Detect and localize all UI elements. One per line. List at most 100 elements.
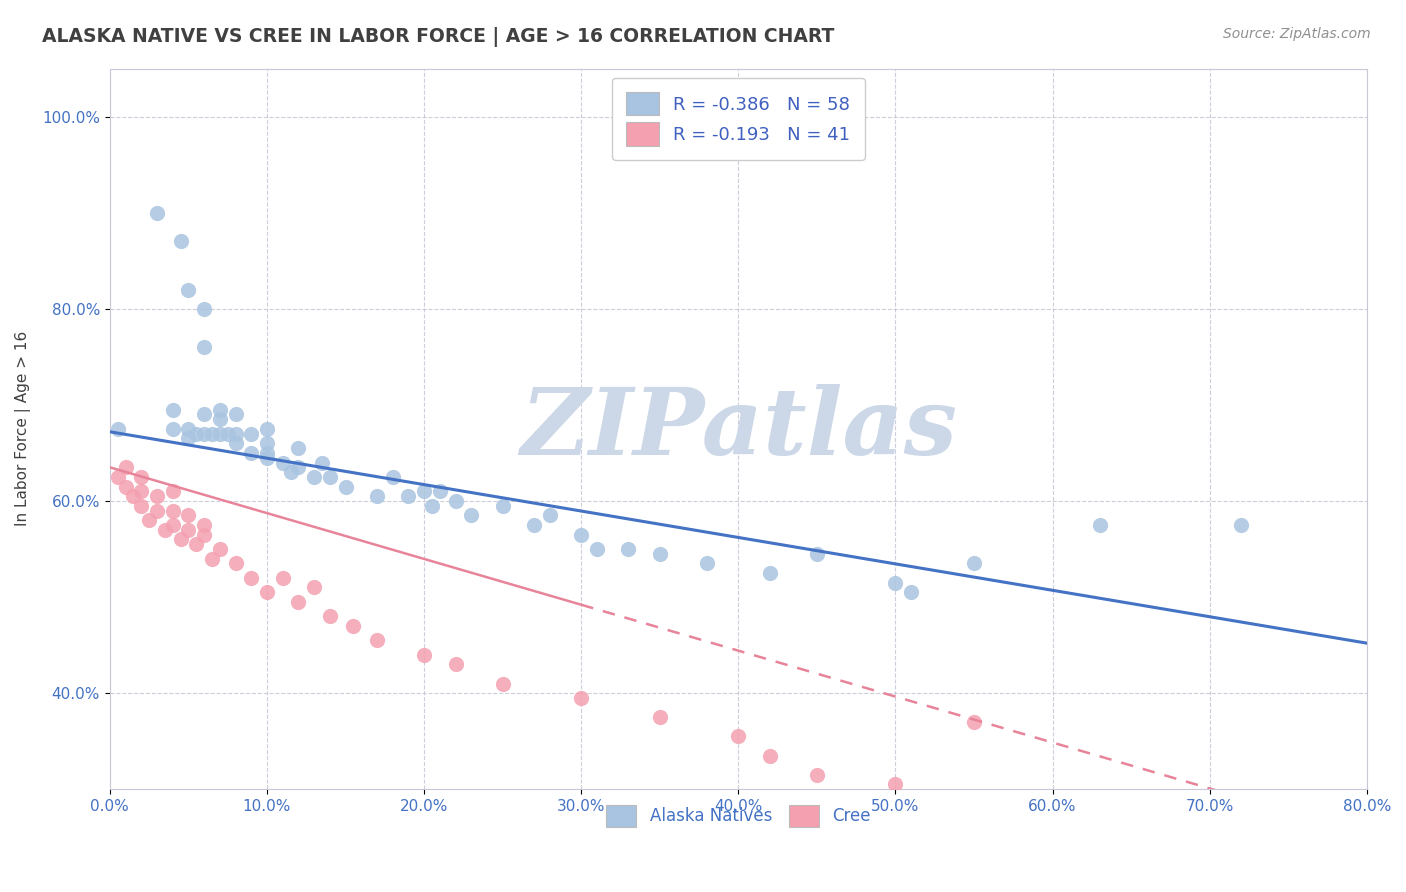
Point: [413, 648, 436, 662]
Point: [280, 465, 302, 479]
Point: [177, 523, 200, 537]
Point: [523, 518, 546, 533]
Point: [302, 581, 325, 595]
Point: [114, 460, 136, 475]
Text: Source: ZipAtlas.com: Source: ZipAtlas.com: [1223, 27, 1371, 41]
Point: [569, 527, 592, 541]
Point: [107, 422, 129, 436]
Point: [208, 426, 231, 441]
Point: [201, 426, 224, 441]
Point: [429, 484, 451, 499]
Point: [884, 777, 907, 791]
Point: [648, 710, 671, 724]
Point: [1230, 518, 1253, 533]
Point: [381, 470, 404, 484]
Point: [186, 537, 208, 551]
Point: [153, 523, 176, 537]
Point: [162, 503, 184, 517]
Point: [201, 551, 224, 566]
Point: [648, 547, 671, 561]
Point: [366, 489, 388, 503]
Point: [491, 499, 513, 513]
Point: [193, 527, 215, 541]
Point: [162, 402, 184, 417]
Point: [208, 412, 231, 426]
Point: [413, 484, 436, 499]
Point: [586, 541, 609, 556]
Point: [444, 657, 467, 672]
Point: [460, 508, 482, 523]
Point: [177, 283, 200, 297]
Point: [302, 470, 325, 484]
Point: [208, 541, 231, 556]
Point: [169, 533, 191, 547]
Point: [208, 402, 231, 417]
Point: [225, 557, 247, 571]
Point: [193, 426, 215, 441]
Point: [240, 446, 263, 460]
Point: [319, 609, 342, 624]
Point: [177, 422, 200, 436]
Point: [617, 541, 640, 556]
Point: [169, 235, 191, 249]
Point: [186, 426, 208, 441]
Point: [1088, 518, 1111, 533]
Point: [758, 748, 780, 763]
Point: [193, 301, 215, 316]
Point: [217, 426, 239, 441]
Point: [114, 479, 136, 493]
Point: [122, 489, 145, 503]
Y-axis label: In Labor Force | Age > 16: In Labor Force | Age > 16: [15, 331, 31, 526]
Point: [444, 494, 467, 508]
Point: [342, 619, 364, 633]
Point: [256, 436, 278, 450]
Point: [287, 595, 309, 609]
Point: [963, 714, 986, 729]
Point: [225, 408, 247, 422]
Text: ALASKA NATIVE VS CREE IN LABOR FORCE | AGE > 16 CORRELATION CHART: ALASKA NATIVE VS CREE IN LABOR FORCE | A…: [42, 27, 835, 46]
Point: [256, 450, 278, 465]
Point: [193, 408, 215, 422]
Point: [491, 676, 513, 690]
Point: [806, 768, 828, 782]
Text: ZIPatlas: ZIPatlas: [520, 384, 957, 474]
Point: [146, 205, 169, 219]
Point: [162, 422, 184, 436]
Point: [758, 566, 780, 580]
Point: [240, 426, 263, 441]
Point: [162, 484, 184, 499]
Point: [569, 690, 592, 705]
Point: [177, 508, 200, 523]
Point: [256, 585, 278, 599]
Point: [256, 446, 278, 460]
Point: [900, 585, 922, 599]
Point: [963, 557, 986, 571]
Point: [193, 340, 215, 354]
Point: [129, 499, 152, 513]
Point: [225, 426, 247, 441]
Point: [162, 518, 184, 533]
Point: [271, 456, 294, 470]
Point: [146, 503, 169, 517]
Point: [696, 557, 718, 571]
Point: [129, 484, 152, 499]
Point: [225, 436, 247, 450]
Point: [256, 422, 278, 436]
Point: [727, 730, 749, 744]
Point: [193, 518, 215, 533]
Point: [177, 432, 200, 446]
Point: [366, 633, 388, 648]
Point: [287, 460, 309, 475]
Point: [420, 499, 443, 513]
Point: [138, 513, 160, 527]
Point: [806, 547, 828, 561]
Point: [287, 441, 309, 455]
Point: [271, 571, 294, 585]
Point: [538, 508, 561, 523]
Point: [240, 571, 263, 585]
Point: [884, 575, 907, 590]
Point: [107, 470, 129, 484]
Legend: Alaska Natives, Cree: Alaska Natives, Cree: [598, 797, 879, 835]
Point: [146, 489, 169, 503]
Point: [335, 479, 357, 493]
